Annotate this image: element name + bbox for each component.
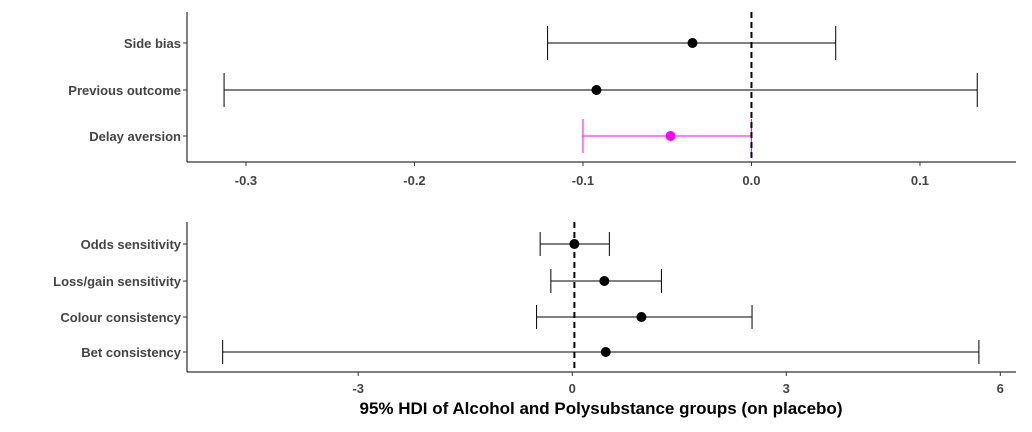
x-tick-label: -3: [352, 381, 364, 396]
x-tick-label: 6: [997, 381, 1004, 396]
panel-bottom: -3 0 3 6 Odds sensitivity Loss/gain sensitivi…: [53, 222, 1016, 396]
point-estimate: [636, 312, 647, 322]
y-tick-label: Delay aversion: [89, 129, 181, 144]
y-tick-label: Side bias: [124, 36, 181, 51]
x-tick-label: -0.2: [403, 173, 425, 188]
x-tick-label: 0.1: [911, 173, 929, 188]
y-tick-label: Loss/gain sensitivity: [53, 274, 182, 289]
x-tick-label: -0.3: [235, 173, 257, 188]
panel-top: -0.3 -0.2 -0.1 0.0 0.1 Side bias Previous outc…: [68, 12, 1016, 188]
x-axis-title: 95% HDI of Alcohol and Polysubstance gro…: [360, 399, 843, 418]
point-estimate: [591, 85, 602, 95]
point-estimate: [665, 131, 676, 141]
y-tick-label: Colour consistency: [60, 310, 181, 325]
point-estimate: [599, 276, 610, 286]
x-tick-label: 0.0: [742, 173, 760, 188]
x-tick-label: 3: [783, 381, 790, 396]
y-tick-label: Bet consistency: [81, 345, 181, 360]
point-estimate: [687, 38, 698, 48]
x-tick-label: 0: [569, 381, 576, 396]
y-tick-label: Previous outcome: [68, 83, 181, 98]
x-tick-label: -0.1: [572, 173, 594, 188]
point-estimate: [600, 347, 611, 357]
y-tick-label: Odds sensitivity: [81, 237, 182, 252]
